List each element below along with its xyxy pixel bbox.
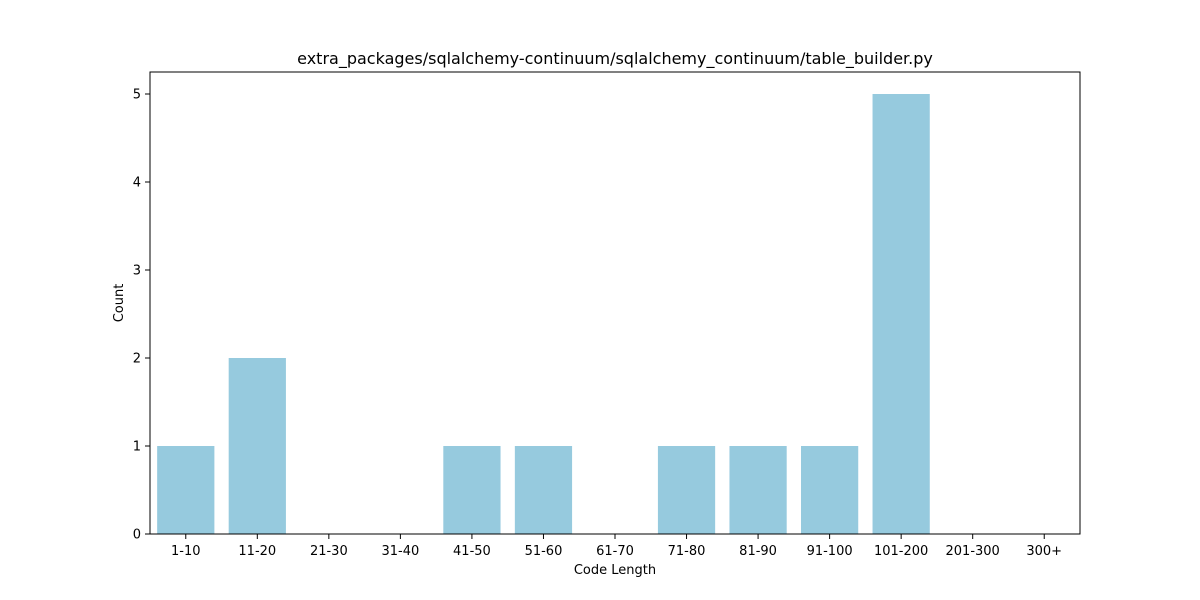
- x-tick-label: 101-200: [874, 544, 928, 559]
- x-tick-label: 1-10: [171, 544, 201, 559]
- y-tick-label: 4: [133, 176, 141, 191]
- bars-group: [157, 94, 930, 534]
- bar-41-50: [443, 446, 501, 534]
- y-tick-label: 3: [133, 264, 141, 279]
- x-tick-label: 21-30: [310, 544, 348, 559]
- bar-91-100: [801, 446, 859, 534]
- y-axis-ticks: 0 1 2 3 4 5: [133, 88, 150, 543]
- x-axis-ticks: 1-10 11-20 21-30 31-40 41-50 51-60 61-70 71-80 8…: [171, 534, 1062, 559]
- y-tick-label: 5: [133, 88, 141, 103]
- x-tick-label: 61-70: [596, 544, 634, 559]
- x-tick-label: 300+: [1026, 544, 1062, 559]
- bar-101-200: [872, 94, 930, 534]
- y-tick-label: 2: [133, 352, 141, 367]
- bar-71-80: [657, 446, 716, 534]
- x-tick-label: 91-100: [807, 544, 853, 559]
- x-tick-label: 81-90: [739, 544, 777, 559]
- x-axis-label: Code Length: [574, 563, 656, 578]
- bar-1-10: [157, 446, 215, 534]
- y-tick-label: 1: [133, 440, 141, 455]
- y-tick-label: 0: [133, 528, 141, 543]
- bar-81-90: [729, 446, 787, 534]
- y-axis-label: Count: [112, 284, 127, 323]
- x-tick-label: 71-80: [668, 544, 706, 559]
- plot-frame: [149, 71, 1081, 535]
- x-tick-label: 201-300: [946, 544, 1000, 559]
- bar-51-60: [514, 446, 573, 534]
- bar-11-20: [228, 358, 286, 534]
- x-tick-label: 31-40: [381, 544, 419, 559]
- chart-title: extra_packages/sqlalchemy-continuum/sqla…: [297, 49, 933, 69]
- x-tick-label: 11-20: [238, 544, 276, 559]
- x-tick-label: 51-60: [525, 544, 563, 559]
- x-tick-label: 41-50: [453, 544, 491, 559]
